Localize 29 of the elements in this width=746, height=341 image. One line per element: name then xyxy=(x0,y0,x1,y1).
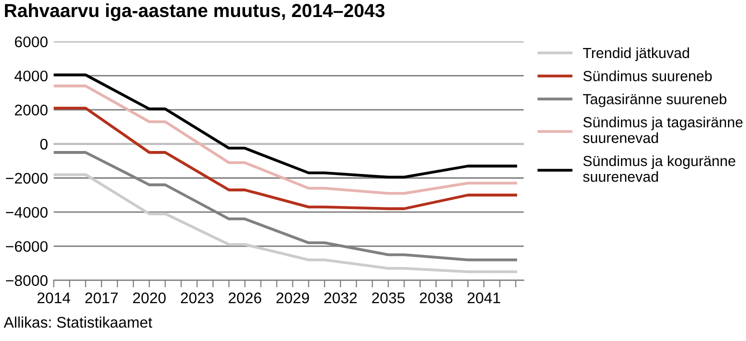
legend-label: Sündimus suureneb xyxy=(583,70,712,82)
y-tick-label: 2000 xyxy=(14,104,48,116)
line-series xyxy=(54,173,518,274)
y-tick-label: −2000 xyxy=(6,172,48,184)
x-tick-label: 2020 xyxy=(133,292,166,304)
legend-label: Sündimus ja tagasiränne suurenevad xyxy=(583,116,743,144)
x-tick-label: 2038 xyxy=(420,292,452,304)
x-tick-label: 2041 xyxy=(468,292,500,304)
legend-label: Tagasiränne suureneb xyxy=(583,94,726,108)
line-series xyxy=(54,84,518,195)
y-tick-label: 0 xyxy=(40,138,48,150)
text: Allikas: Statistikaamet xyxy=(4,316,152,328)
x-tick-label: 2029 xyxy=(276,292,309,304)
y-tick-label: −4000 xyxy=(6,206,48,218)
x-tick-label: 2035 xyxy=(372,292,405,304)
x-tick-label: 2032 xyxy=(324,292,357,304)
y-tick-label: −8000 xyxy=(6,275,48,286)
line-series xyxy=(54,73,518,179)
x-tick-label: 2026 xyxy=(228,292,262,304)
x-tick-label: 2023 xyxy=(180,292,214,304)
y-tick-label: −6000 xyxy=(6,241,48,252)
legend-label: Trendid jätkuvad xyxy=(583,47,690,62)
chart-title: Rahvaarvu iga-aastane muutus, 2014–2043 xyxy=(4,3,384,21)
x-tick-label: 2014 xyxy=(37,292,70,304)
line-series xyxy=(54,106,518,210)
legend-label: Sündimus ja koguränne suurenevad xyxy=(583,155,736,182)
x-tick-label: 2017 xyxy=(85,292,118,304)
y-tick-label: 4000 xyxy=(14,70,48,82)
y-tick-label: 6000 xyxy=(14,36,48,48)
